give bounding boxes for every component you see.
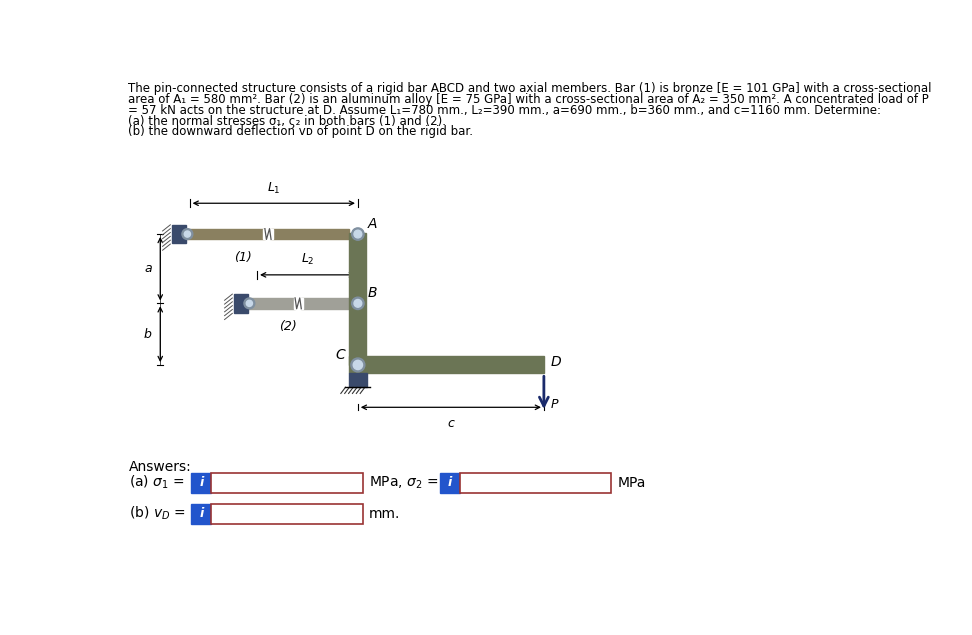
Text: $L_1$: $L_1$	[267, 180, 281, 196]
Circle shape	[246, 300, 253, 307]
Text: $b$: $b$	[143, 327, 153, 341]
Circle shape	[354, 231, 362, 238]
Polygon shape	[294, 298, 303, 309]
Text: (a) the normal stresses σ₁, ς₂ in both bars (1) and (2).: (a) the normal stresses σ₁, ς₂ in both b…	[127, 115, 446, 128]
Text: i: i	[199, 507, 203, 520]
Bar	[349, 232, 366, 365]
Circle shape	[353, 360, 363, 370]
Text: i: i	[448, 476, 452, 489]
Bar	[460, 472, 611, 493]
Text: $L_2$: $L_2$	[300, 252, 314, 267]
Text: = 57 kN acts on the structure at D. Assume L₁=780 mm., L₂=390 mm., a=690 mm., b=: = 57 kN acts on the structure at D. Assu…	[127, 104, 881, 117]
Bar	[211, 472, 363, 493]
Text: The pin-connected structure consists of a rigid bar ABCD and two axial members. : The pin-connected structure consists of …	[127, 83, 931, 95]
Bar	[248, 298, 295, 309]
Bar	[349, 356, 544, 373]
Text: (b) the downward deflection vᴅ of point D on the rigid bar.: (b) the downward deflection vᴅ of point …	[127, 126, 472, 138]
Circle shape	[182, 229, 192, 239]
Text: (b) $v_D$ =: (b) $v_D$ =	[129, 505, 186, 522]
Bar	[349, 373, 367, 387]
Text: $B$: $B$	[367, 286, 378, 300]
Polygon shape	[263, 229, 272, 239]
Text: area of A₁ = 580 mm². Bar (2) is an aluminum alloy [E = 75 GPa] with a cross-sec: area of A₁ = 580 mm². Bar (2) is an alum…	[127, 93, 928, 106]
Bar	[191, 504, 211, 524]
Circle shape	[354, 300, 362, 307]
Text: $c$: $c$	[446, 417, 455, 429]
Text: (1): (1)	[234, 251, 252, 264]
Circle shape	[352, 297, 364, 309]
Bar	[301, 298, 349, 309]
Text: i: i	[199, 476, 203, 489]
Circle shape	[185, 231, 191, 237]
Circle shape	[352, 228, 364, 240]
Text: $a$: $a$	[144, 262, 153, 275]
Text: MPa, $\sigma_2$ =: MPa, $\sigma_2$ =	[368, 474, 438, 491]
Text: $C$: $C$	[335, 348, 347, 362]
Text: $A$: $A$	[367, 217, 378, 231]
Bar	[188, 229, 265, 239]
Bar	[440, 472, 460, 493]
Text: $P$: $P$	[550, 398, 560, 411]
Text: Answers:: Answers:	[129, 460, 192, 474]
Bar	[234, 294, 248, 312]
Bar	[211, 504, 363, 524]
Bar	[191, 472, 211, 493]
Bar	[172, 225, 186, 243]
Circle shape	[351, 358, 364, 372]
Text: (2): (2)	[279, 320, 297, 333]
Circle shape	[244, 298, 255, 309]
Text: mm.: mm.	[368, 507, 400, 521]
Text: $D$: $D$	[550, 355, 562, 369]
Bar	[271, 229, 349, 239]
Text: (a) $\sigma_1$ =: (a) $\sigma_1$ =	[129, 474, 185, 491]
Text: MPa: MPa	[617, 476, 645, 490]
